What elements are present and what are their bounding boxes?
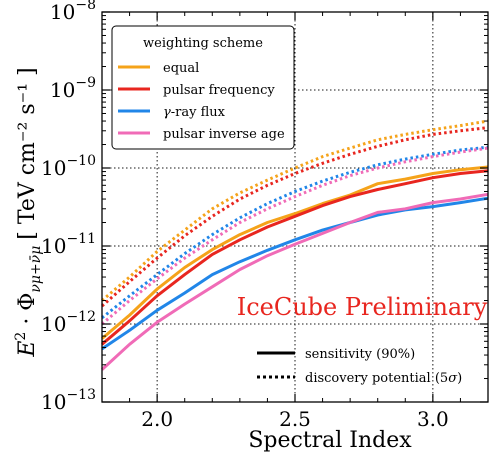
y-tick-label-exp: −13 (66, 387, 96, 403)
x-axis-title: Spectral Index (248, 428, 412, 453)
y-axis-title-middle: · Φ (15, 293, 40, 332)
y-tick-label-exp: −8 (75, 0, 96, 13)
x-tick-label: 3.0 (417, 407, 449, 431)
y-tick-label-exp: −11 (66, 231, 96, 247)
style-legend-dotted-label-suffix: ) (457, 371, 462, 386)
series-line-dotted-pulsar-inverse-age (101, 146, 489, 326)
series-line-solid-pulsar-frequency (101, 169, 489, 346)
legend-title: weighting scheme (143, 36, 263, 51)
y-axis-title-sup: 2 (13, 332, 29, 341)
series-line-dotted-ray-flux (101, 145, 489, 319)
y-tick-label: 10−12 (41, 309, 96, 336)
legend-entries: equal pulsar frequency γ-ray flux pulsar in… (118, 61, 285, 142)
series-layer (100, 119, 489, 371)
y-tick-label-exp: −10 (66, 153, 96, 169)
y-axis-title-sub: νμ+ν̄μ (28, 246, 44, 293)
x-tick-label: 2.5 (279, 407, 311, 431)
style-legend-dotted-label-prefix: discovery potential (5 (305, 371, 448, 386)
y-tick-label-base: 10 (41, 312, 66, 336)
legend-label: pulsar frequency (163, 83, 275, 98)
y-axis-title-prefix: E (15, 341, 40, 358)
y-tick-label: 10−11 (41, 231, 96, 258)
style-legend-solid-label: sensitivity (90%) (305, 347, 415, 362)
x-tick-label: 2.0 (141, 407, 173, 431)
y-tick-label-exp: −12 (66, 309, 96, 325)
y-tick-label: 10−10 (41, 153, 96, 180)
y-axis-title: E2 · Φνμ+ν̄μ [ TeV cm⁻² s⁻¹ ] (13, 67, 44, 357)
y-tick-label-base: 10 (41, 234, 66, 258)
y-tick-label-base: 10 (41, 390, 66, 414)
y-tick-label-base: 10 (50, 0, 75, 24)
series-line-solid-ray-flux (101, 196, 489, 351)
legend-label: equal (163, 61, 199, 76)
series-line-dotted-pulsar-frequency (101, 126, 489, 308)
style-legend-dotted-label: discovery potential (5σ) (305, 371, 462, 386)
legend-label: pulsar inverse age (163, 127, 285, 142)
y-tick-label: 10−8 (50, 0, 96, 24)
y-tick-label-base: 10 (50, 78, 75, 102)
legend-label-gamma: γ (163, 105, 171, 120)
y-tick-label: 10−9 (50, 75, 96, 102)
style-legend-dotted-label-sigma: σ (448, 371, 458, 386)
legend-box (111, 25, 295, 150)
legend-label: γ-ray flux (163, 105, 226, 120)
y-tick-label: 10−13 (41, 387, 96, 414)
watermark-text: IceCube Preliminary (237, 293, 488, 321)
y-tick-label-base: 10 (41, 156, 66, 180)
legend-label-rest: -ray flux (171, 105, 226, 120)
legend: weighting scheme equal pulsar frequency γ-… (111, 25, 295, 150)
series-line-solid-pulsar-inverse-age (100, 192, 489, 371)
style-legend: sensitivity (90%) discovery potential (5… (257, 347, 462, 386)
y-axis-title-units: [ TeV cm⁻² s⁻¹ ] (15, 67, 40, 239)
y-tick-label-exp: −9 (75, 75, 96, 91)
series-line-dotted-equal (101, 119, 489, 302)
series-line-solid-equal (101, 165, 489, 340)
